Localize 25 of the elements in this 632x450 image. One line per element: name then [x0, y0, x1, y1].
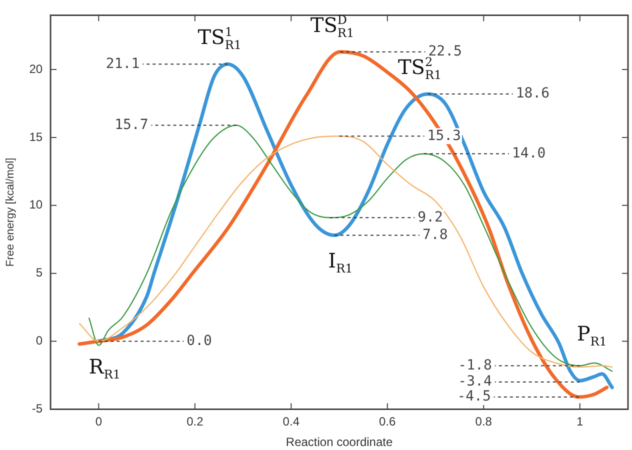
x-tick-label: 0.6 — [379, 414, 396, 429]
x-axis-title: Reaction coordinate — [286, 435, 393, 450]
y-tick-label: 10 — [29, 198, 43, 212]
x-tick-label: 1 — [576, 414, 584, 429]
annotation: 9.2 — [418, 209, 443, 226]
x-tick-label: 0.4 — [282, 414, 300, 429]
x-tick-label: 0.8 — [475, 414, 492, 429]
annotation: 7.8 — [422, 226, 448, 243]
annotation: 15.7 — [114, 116, 148, 133]
annotation: -4.5 — [457, 388, 491, 405]
annotation: 15.3 — [427, 128, 461, 144]
annotation: -3.4 — [458, 374, 492, 390]
annotation: 21.1 — [106, 56, 140, 72]
annotation: 18.6 — [516, 86, 550, 102]
x-tick-label: 0.2 — [186, 414, 204, 429]
y-tick-label: -5 — [32, 402, 43, 416]
y-tick-label: 15 — [29, 130, 43, 144]
y-axis-title: Free energy [kcal/mol] — [4, 158, 17, 267]
y-tick-label: 20 — [29, 62, 43, 76]
x-tick-label: 0 — [95, 414, 102, 429]
annotation: 14.0 — [512, 145, 546, 162]
annotation: -1.8 — [458, 357, 492, 374]
y-tick-label: 0 — [36, 334, 43, 348]
annotation: 0.0 — [186, 332, 212, 349]
y-tick-label: 5 — [36, 266, 43, 280]
